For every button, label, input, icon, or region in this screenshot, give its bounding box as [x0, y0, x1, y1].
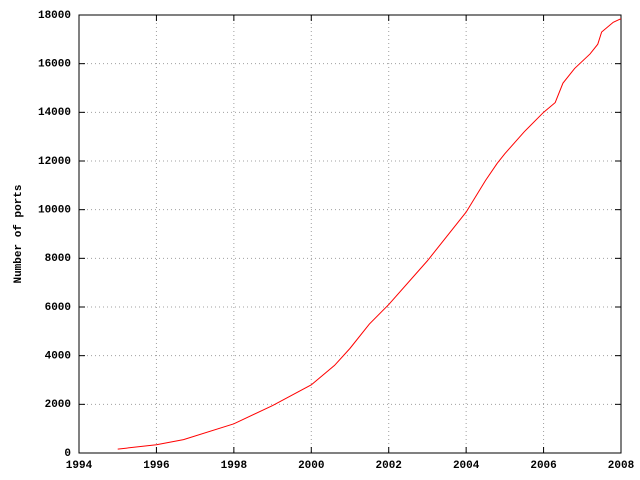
x-tick-label: 2002: [376, 460, 402, 472]
x-tick-label: 2006: [530, 460, 556, 472]
y-tick-label: 12000: [38, 156, 71, 168]
x-tick-label: 2008: [608, 460, 635, 472]
x-tick-label: 1998: [221, 460, 248, 472]
y-tick-label: 16000: [38, 59, 71, 71]
plot-border: [78, 14, 622, 454]
y-tick-label: 14000: [38, 107, 71, 119]
y-tick-label: 10000: [38, 205, 71, 217]
y-tick-label: 6000: [45, 302, 71, 314]
y-tick-label: 2000: [45, 399, 71, 411]
y-tick-label: 8000: [45, 253, 71, 265]
y-tick-label: 18000: [38, 10, 71, 22]
x-tick-label: 1994: [66, 460, 93, 472]
y-axis-label: Number of ports: [13, 184, 25, 283]
x-tick-label: 2000: [298, 460, 324, 472]
y-tick-label: 0: [64, 448, 71, 460]
y-tick-label: 4000: [45, 351, 71, 363]
x-tick-label: 2004: [453, 460, 480, 472]
x-tick-label: 1996: [143, 460, 169, 472]
line-series: [117, 18, 622, 450]
